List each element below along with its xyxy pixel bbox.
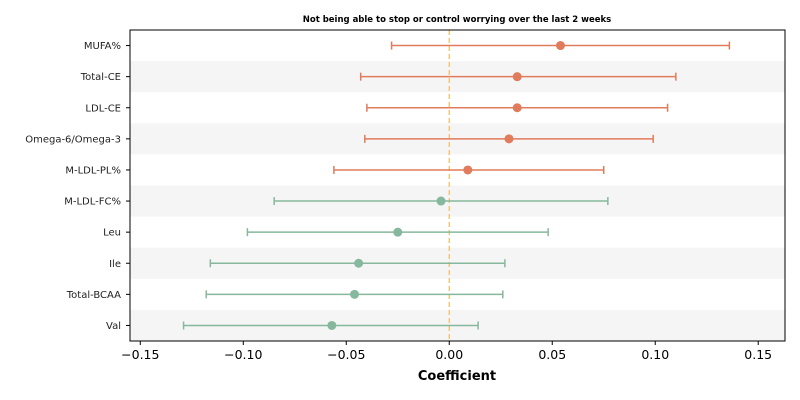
- category-label: Leu: [103, 228, 121, 239]
- category-label: Omega-6/Omega-3: [25, 134, 121, 145]
- x-axis-ticks: −0.15 −0.10 −0.05 0.00 0.05 0.10 0.15: [121, 341, 772, 362]
- plot-frame: [129, 29, 786, 342]
- x-tick-label: −0.10: [224, 347, 262, 362]
- estimate-point: [327, 320, 337, 330]
- category-label: Total-CE: [80, 72, 121, 83]
- category-label: M-LDL-FC%: [64, 197, 121, 208]
- category-label: LDL-CE: [85, 103, 121, 114]
- x-tick-label: 0.10: [641, 347, 669, 362]
- chart-title: Not being able to stop or control worryi…: [303, 15, 612, 25]
- category-label: MUFA%: [84, 41, 121, 52]
- category-label: Ile: [109, 259, 121, 270]
- estimate-point: [512, 72, 522, 82]
- x-axis-label: Coefficient: [418, 369, 496, 384]
- estimate-point: [354, 258, 364, 268]
- category-label: Total-BCAA: [66, 290, 121, 301]
- category-labels: MUFA% Total-CE LDL-CE Omega-6/Omega-3 M-LDL-…: [25, 41, 130, 332]
- estimate-point: [393, 227, 403, 237]
- category-label: M-LDL-PL%: [65, 165, 121, 176]
- estimate-point: [350, 289, 360, 299]
- category-label: Val: [106, 321, 121, 332]
- plot-marks: [182, 41, 731, 330]
- x-tick-label: 0.00: [435, 347, 463, 362]
- estimate-point: [504, 134, 514, 144]
- estimate-point: [512, 103, 522, 113]
- estimate-point: [555, 41, 565, 51]
- x-tick-label: −0.05: [327, 347, 365, 362]
- x-tick-label: 0.15: [744, 347, 772, 362]
- x-tick-label: −0.15: [121, 347, 159, 362]
- estimate-point: [463, 165, 473, 175]
- x-tick-label: 0.05: [538, 347, 566, 362]
- estimate-point: [436, 196, 446, 206]
